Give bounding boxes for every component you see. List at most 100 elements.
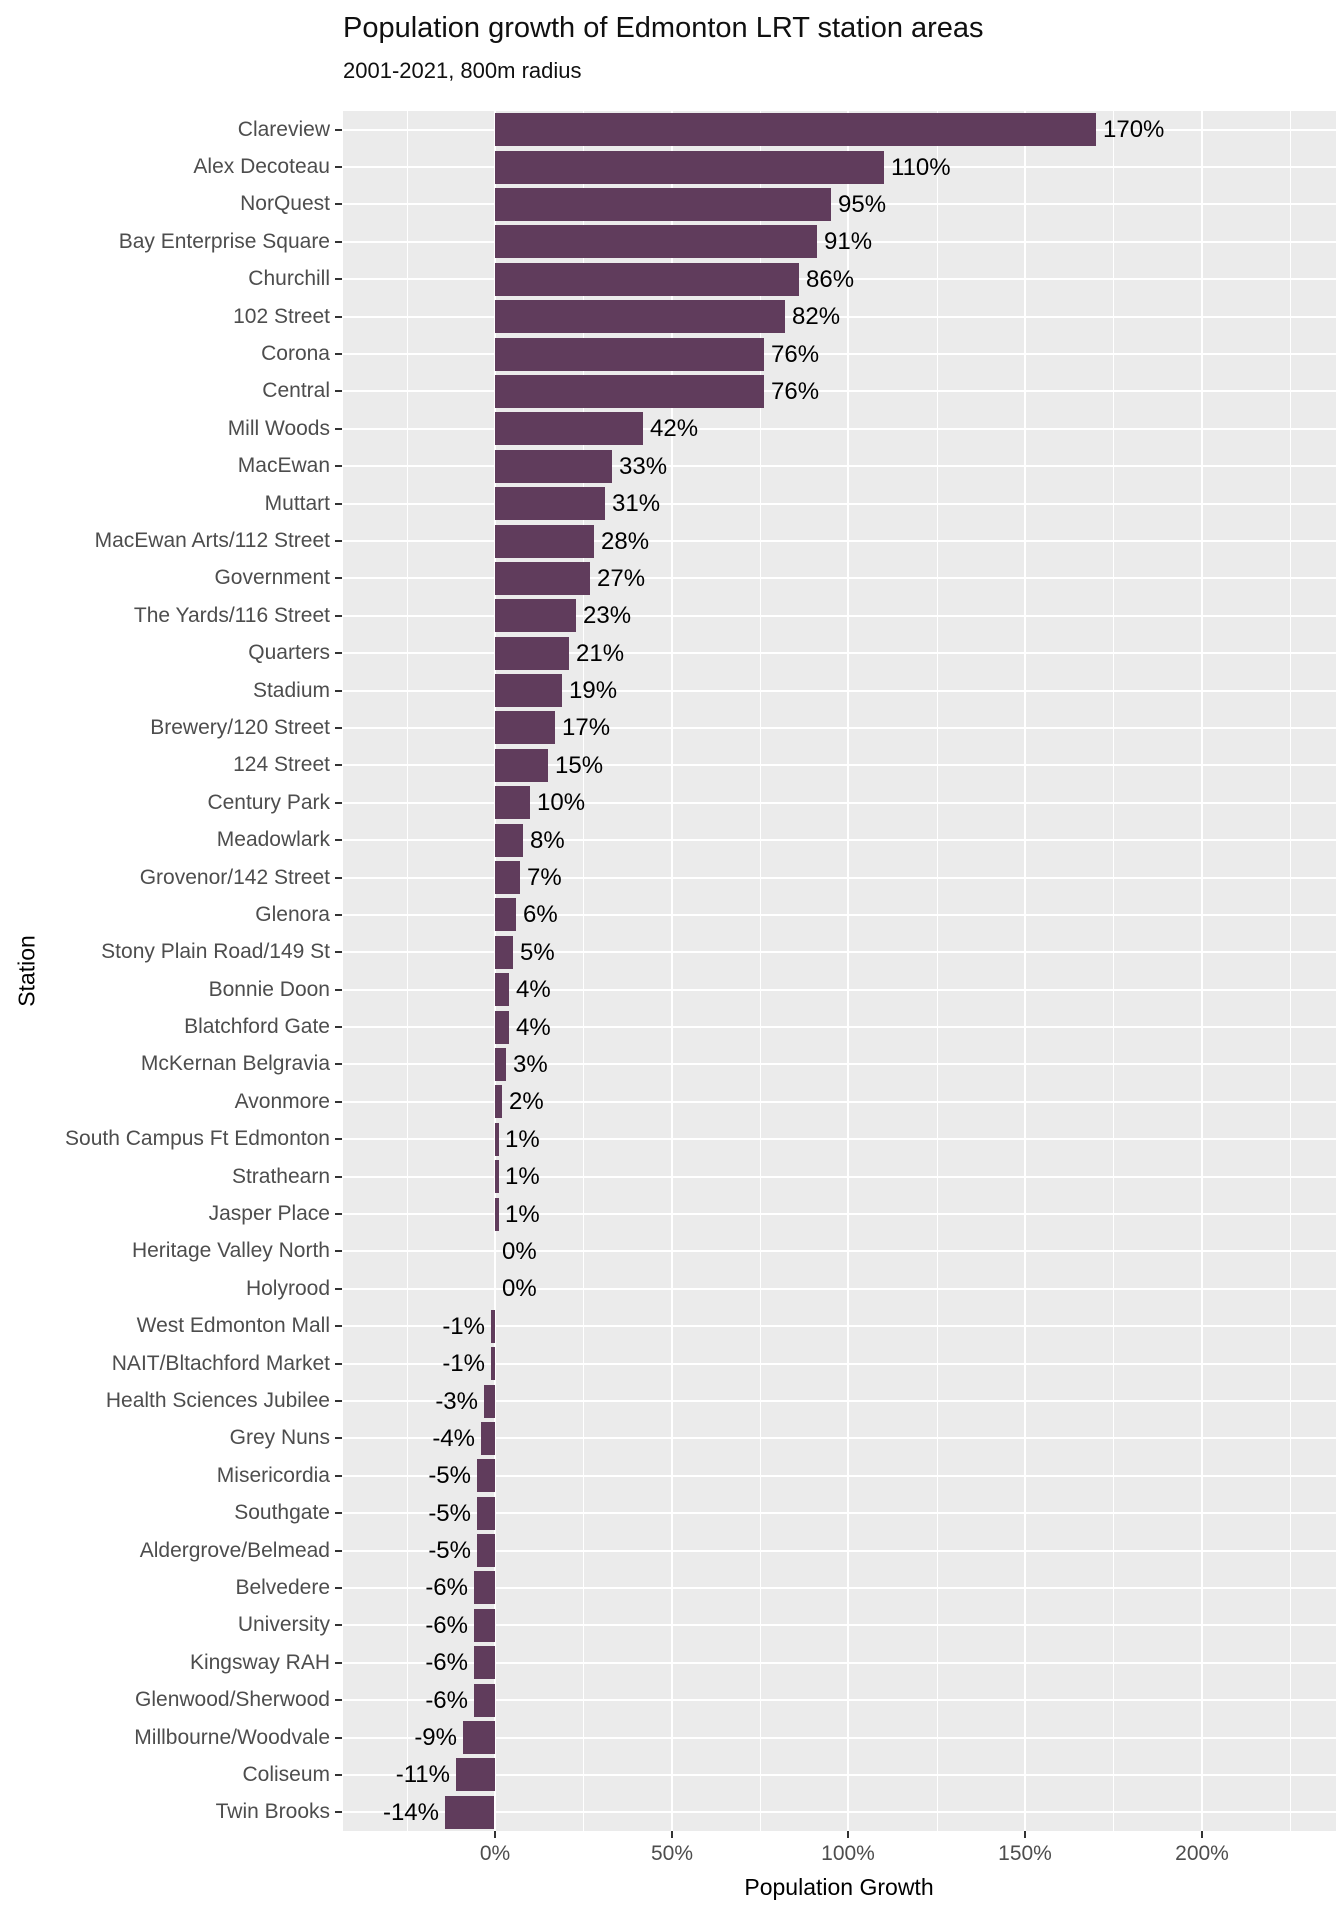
bar-value-label: 3% (513, 1051, 548, 1078)
gridline-major-y (343, 540, 1336, 542)
bar-value-label: 7% (527, 864, 562, 891)
bar (495, 338, 764, 371)
y-axis-label: Health Sciences Jubilee (105, 1389, 330, 1412)
y-tick (335, 1437, 342, 1439)
x-tick-label: 100% (821, 1842, 875, 1865)
gridline-major-y (343, 1400, 1336, 1402)
y-tick (335, 989, 342, 991)
gridline-major-x (671, 111, 673, 1831)
y-axis-label: Millbourne/Woodvale (134, 1726, 330, 1749)
x-tick-label: 0% (479, 1842, 511, 1865)
x-tick (1024, 1831, 1026, 1838)
bar-value-label: -6% (425, 1574, 468, 1601)
x-tick (847, 1831, 849, 1838)
gridline-major-y (343, 241, 1336, 243)
gridline-major-y (343, 1811, 1336, 1813)
bar (495, 525, 594, 558)
bar (495, 300, 785, 333)
gridline-major-y (343, 1587, 1336, 1589)
bar (445, 1796, 494, 1829)
gridline-major-x (1201, 111, 1203, 1831)
gridline-major-y (343, 465, 1336, 467)
bar-value-label: -5% (428, 1537, 471, 1564)
gridline-major-x (494, 111, 496, 1831)
y-axis-label: Corona (261, 342, 330, 365)
y-tick (335, 839, 342, 841)
y-tick (335, 203, 342, 205)
gridline-major-y (343, 951, 1336, 953)
y-tick (335, 1288, 342, 1290)
bar-value-label: 5% (520, 939, 555, 966)
gridline-major-y (343, 1213, 1336, 1215)
gridline-major-y (343, 1325, 1336, 1327)
bar (495, 936, 513, 969)
y-axis-label: MacEwan (237, 454, 330, 477)
y-tick (335, 540, 342, 542)
bar (477, 1534, 495, 1567)
bar (495, 412, 643, 445)
bar-value-label: -1% (442, 1350, 485, 1377)
y-tick (335, 1325, 342, 1327)
y-tick (335, 1699, 342, 1701)
y-tick (335, 353, 342, 355)
gridline-major-y (343, 1550, 1336, 1552)
y-tick (335, 1400, 342, 1402)
gridline-major-y (343, 727, 1336, 729)
bar (495, 263, 799, 296)
x-tick (494, 1831, 496, 1838)
x-tick-label: 50% (650, 1842, 694, 1865)
bar-value-label: -3% (435, 1388, 478, 1415)
y-tick (335, 241, 342, 243)
y-tick (335, 316, 342, 318)
y-axis-label: Avonmore (234, 1090, 330, 1113)
y-tick (335, 390, 342, 392)
bar-value-label: -6% (425, 1612, 468, 1639)
bar-value-label: -14% (382, 1799, 439, 1826)
y-tick (335, 503, 342, 505)
gridline-major-y (343, 652, 1336, 654)
gridline-major-y (343, 1176, 1336, 1178)
y-axis-label: Blatchford Gate (184, 1015, 330, 1038)
gridline-major-x (1024, 111, 1026, 1831)
gridline-major-y (343, 203, 1336, 205)
bar-value-label: 8% (530, 827, 565, 854)
y-tick (335, 1138, 342, 1140)
gridline-major-y (343, 989, 1336, 991)
bar (495, 487, 605, 520)
bar-value-label: 4% (516, 976, 551, 1003)
y-tick (335, 1176, 342, 1178)
bar (495, 786, 530, 819)
y-axis-label: The Yards/116 Street (133, 604, 330, 627)
plot-panel (343, 111, 1336, 1831)
y-axis-label: Brewery/120 Street (150, 716, 330, 739)
y-axis-label: Glenwood/Sherwood (135, 1688, 330, 1711)
gridline-major-y (343, 1363, 1336, 1365)
gridline-major-y (343, 1737, 1336, 1739)
gridline-major-y (343, 1699, 1336, 1701)
bar-value-label: -6% (425, 1649, 468, 1676)
y-tick (335, 1662, 342, 1664)
bar (495, 674, 562, 707)
bar (495, 637, 569, 670)
bar-value-label: 23% (583, 602, 632, 629)
bar-value-label: 2% (509, 1088, 544, 1115)
y-tick (335, 1811, 342, 1813)
y-axis-label: Strathearn (231, 1165, 330, 1188)
y-axis-label: Misericordia (216, 1464, 330, 1487)
bar-value-label: -4% (432, 1425, 475, 1452)
bar-value-label: -5% (428, 1462, 471, 1489)
y-tick (335, 1624, 342, 1626)
bar (495, 898, 516, 931)
bar-value-label: 10% (537, 789, 586, 816)
bar-value-label: 170% (1103, 116, 1165, 143)
y-tick (335, 1363, 342, 1365)
gridline-major-y (343, 1026, 1336, 1028)
bar-value-label: -9% (414, 1724, 457, 1751)
gridline-minor-x (1113, 111, 1114, 1831)
bar (495, 151, 884, 184)
x-tick-label: 200% (1175, 1842, 1229, 1865)
y-axis-label: Alex Decoteau (193, 155, 330, 178)
bar-value-label: 0% (502, 1238, 537, 1265)
gridline-major-y (343, 1063, 1336, 1065)
bar-value-label: 33% (619, 453, 668, 480)
